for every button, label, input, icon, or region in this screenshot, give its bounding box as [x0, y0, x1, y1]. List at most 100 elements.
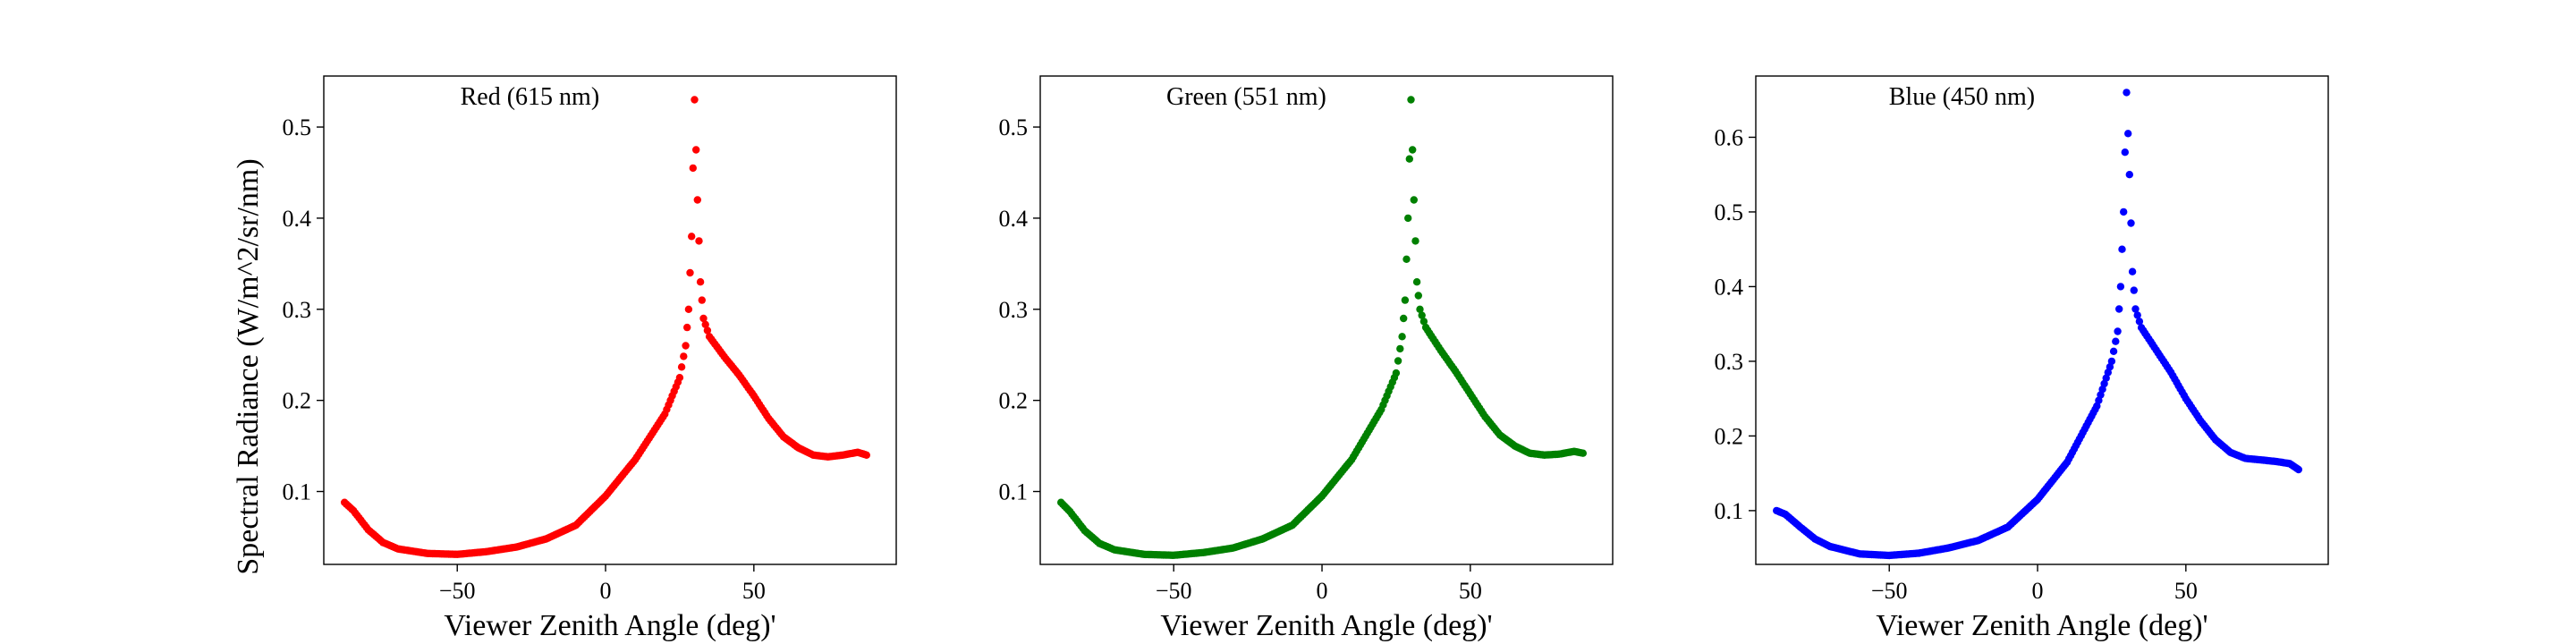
y-tick-label: 0.4 — [1715, 274, 1744, 300]
x-axis-label: Viewer Zenith Angle (deg)' — [444, 609, 775, 642]
y-tick-label: 0.3 — [999, 297, 1029, 323]
panels: −50 0 50 0.1 0.2 0.3 0.4 0.5 Red (615 nm) Viewer … — [283, 75, 2329, 642]
x-tick-label: 50 — [2174, 578, 2198, 604]
figure-ylabel: Spectral Radiance (W/m^2/sr/nm) — [232, 158, 265, 574]
data-point — [2123, 89, 2131, 97]
data-point — [692, 146, 700, 154]
y-tick-label: 0.1 — [283, 479, 312, 505]
data-point — [684, 305, 693, 313]
data-point — [2114, 327, 2122, 335]
data-point — [2130, 286, 2138, 294]
data-point — [1411, 237, 1419, 245]
data-point — [1416, 305, 1424, 313]
series-points — [1773, 89, 2302, 560]
data-point — [2128, 267, 2137, 275]
panel-title: Blue (450 nm) — [1889, 83, 2035, 111]
data-point — [701, 320, 709, 328]
data-point — [696, 278, 705, 286]
x-tick-label: −50 — [439, 578, 476, 604]
data-point — [2120, 208, 2128, 216]
data-point — [1405, 155, 1414, 163]
y-tick-label: 0.2 — [1715, 423, 1744, 449]
data-point — [682, 342, 690, 350]
data-point — [2109, 347, 2118, 355]
data-point — [1410, 196, 1419, 204]
x-tick-label: 50 — [742, 578, 766, 604]
data-point — [2125, 171, 2133, 179]
data-point — [699, 314, 708, 323]
data-point — [1419, 318, 1428, 326]
data-point — [1396, 344, 1404, 353]
y-tick-label: 0.2 — [999, 388, 1029, 414]
data-point — [1392, 369, 1401, 377]
data-point — [691, 96, 699, 104]
y-tick-label: 0.5 — [999, 114, 1029, 140]
data-point — [1394, 357, 1402, 365]
data-point — [1402, 255, 1411, 263]
data-point — [693, 196, 701, 204]
data-point — [2102, 374, 2110, 382]
data-point — [1418, 311, 1426, 319]
data-point — [1412, 278, 1421, 286]
data-point — [698, 296, 706, 304]
plot-frame — [1755, 75, 2329, 565]
series-points — [341, 96, 870, 558]
data-point — [675, 374, 684, 382]
data-point — [1579, 449, 1588, 457]
y-tick-label: 0.5 — [283, 114, 312, 140]
data-point — [1401, 296, 1410, 304]
panel-title: Red (615 nm) — [461, 83, 600, 111]
x-tick-label: −50 — [1156, 578, 1192, 604]
data-point — [2112, 337, 2120, 345]
data-point — [1407, 96, 1415, 104]
data-point — [677, 363, 686, 371]
y-tick-label: 0.2 — [283, 388, 312, 414]
x-tick-label: 0 — [600, 578, 612, 604]
data-point — [2118, 245, 2126, 253]
y-tick-label: 0.1 — [1715, 498, 1744, 524]
data-point — [703, 326, 712, 335]
panel-1: −50 0 50 0.1 0.2 0.3 0.4 0.5 Red (615 nm) Viewer … — [283, 75, 897, 642]
data-point — [1400, 314, 1408, 323]
y-tick-label: 0.3 — [1715, 349, 1744, 375]
data-point — [689, 164, 697, 173]
x-axis-label: Viewer Zenith Angle (deg)' — [1160, 609, 1492, 642]
data-point — [862, 451, 870, 459]
y-tick-label: 0.4 — [283, 206, 312, 232]
data-point — [2107, 357, 2116, 366]
data-point — [2124, 130, 2132, 138]
x-tick-label: 0 — [2032, 578, 2044, 604]
data-point — [1409, 146, 1417, 154]
series-points — [1057, 96, 1588, 559]
data-point — [688, 233, 696, 241]
y-tick-label: 0.4 — [999, 206, 1029, 232]
y-tick-label: 0.6 — [1715, 124, 1744, 150]
y-tick-label: 0.1 — [999, 479, 1029, 505]
data-point — [686, 268, 694, 277]
data-point — [1398, 333, 1406, 341]
data-point — [2121, 148, 2129, 157]
data-point — [1404, 214, 1412, 223]
panel-2: −50 0 50 0.1 0.2 0.3 0.4 0.5 Green (551 nm) Viewe… — [999, 75, 1614, 642]
data-point — [1414, 292, 1423, 300]
x-tick-label: 0 — [1317, 578, 1328, 604]
y-tick-label: 0.5 — [1715, 199, 1744, 225]
data-point — [683, 323, 691, 332]
data-point — [2135, 318, 2144, 326]
data-point — [2133, 311, 2141, 319]
x-tick-label: −50 — [1871, 578, 1908, 604]
data-point — [680, 352, 688, 360]
plot-frame — [323, 75, 897, 565]
data-point — [695, 237, 703, 245]
x-tick-label: 50 — [1459, 578, 1482, 604]
panel-title: Green (551 nm) — [1166, 83, 1326, 111]
data-point — [2294, 465, 2302, 474]
data-point — [2115, 305, 2123, 313]
plot-frame — [1039, 75, 1614, 565]
panel-3: −50 0 50 0.1 0.2 0.3 0.4 0.5 0.6 Blue (450 nm) Vie… — [1715, 75, 2329, 642]
y-tick-label: 0.3 — [283, 297, 312, 323]
data-point — [2116, 283, 2125, 291]
data-point — [2106, 363, 2114, 371]
data-point — [2131, 305, 2140, 313]
